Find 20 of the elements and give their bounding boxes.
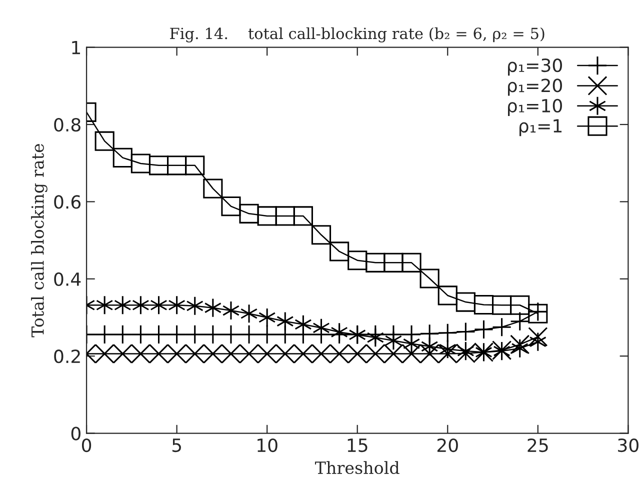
legend-label: ρ₁=1 [520,119,562,136]
legend-label: ρ₁=20 [508,78,562,96]
x-tick-label: 20 [437,438,458,452]
x-tick-label: 30 [618,438,638,452]
y-tick-label: 0.8 [54,118,80,132]
chart-title: Fig. 14. total call-blocking rate (b₂ = 6, ρ₂ = 5) [170,27,544,42]
x-tick-label: 15 [348,438,368,452]
y-tick-label: 0.4 [54,272,81,286]
x-tick-label: 5 [172,438,181,452]
x-axis-title: Threshold [315,461,400,474]
y-tick-label: 0 [71,426,80,440]
y-axis-title: Total call blocking rate [31,144,48,338]
y-tick-label: 0.6 [54,195,81,209]
legend-label: ρ₁=30 [508,58,562,76]
x-tick-label: 10 [258,438,278,452]
x-tick-label: 25 [528,438,548,452]
y-tick-label: 1 [72,41,80,54]
legend-label: ρ₁=10 [508,98,562,116]
x-tick-label: 0 [82,438,92,452]
y-tick-label: 0.2 [54,350,80,364]
